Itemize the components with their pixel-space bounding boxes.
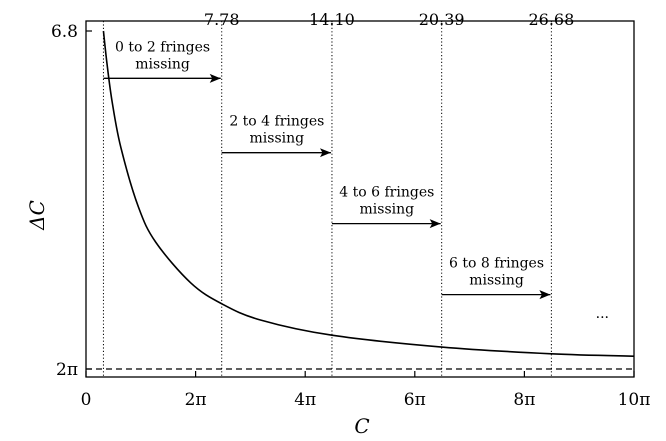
plot-frame xyxy=(85,20,635,378)
annotation-text-line2: missing xyxy=(360,202,415,218)
y-axis-label: ΔC xyxy=(25,200,49,231)
top-tick-label: 20.39 xyxy=(419,10,465,29)
x-tick-label: 2π xyxy=(185,390,207,410)
x-tick-label: 8π xyxy=(513,390,535,410)
x-tick-label: 4π xyxy=(294,390,316,410)
top-tick-label: 26.68 xyxy=(528,10,574,29)
annotation-text-line1: 6 to 8 fringes xyxy=(449,256,544,272)
annotation-text-line2: missing xyxy=(469,273,524,289)
top-tick-label: 14.10 xyxy=(309,10,355,29)
x-tick-label: 0 xyxy=(81,390,92,410)
annotation-text-line1: 0 to 2 fringes xyxy=(115,39,210,55)
y-tick-label: 2π xyxy=(56,360,78,380)
annotation-text-line1: 2 to 4 fringes xyxy=(229,114,324,130)
annotation-text-line2: missing xyxy=(250,131,305,147)
top-tick-label: 7.78 xyxy=(204,10,240,29)
delta-c-curve xyxy=(102,30,634,357)
y-tick-label: 6.8 xyxy=(51,22,78,42)
annotation-text-line1: 4 to 6 fringes xyxy=(339,185,434,201)
x-axis-label: C xyxy=(354,414,369,438)
x-tick-label: 10π xyxy=(618,390,651,410)
annotation-text-line2: missing xyxy=(135,56,190,72)
x-tick-label: 6π xyxy=(404,390,426,410)
ellipsis-marker: ... xyxy=(596,306,609,322)
